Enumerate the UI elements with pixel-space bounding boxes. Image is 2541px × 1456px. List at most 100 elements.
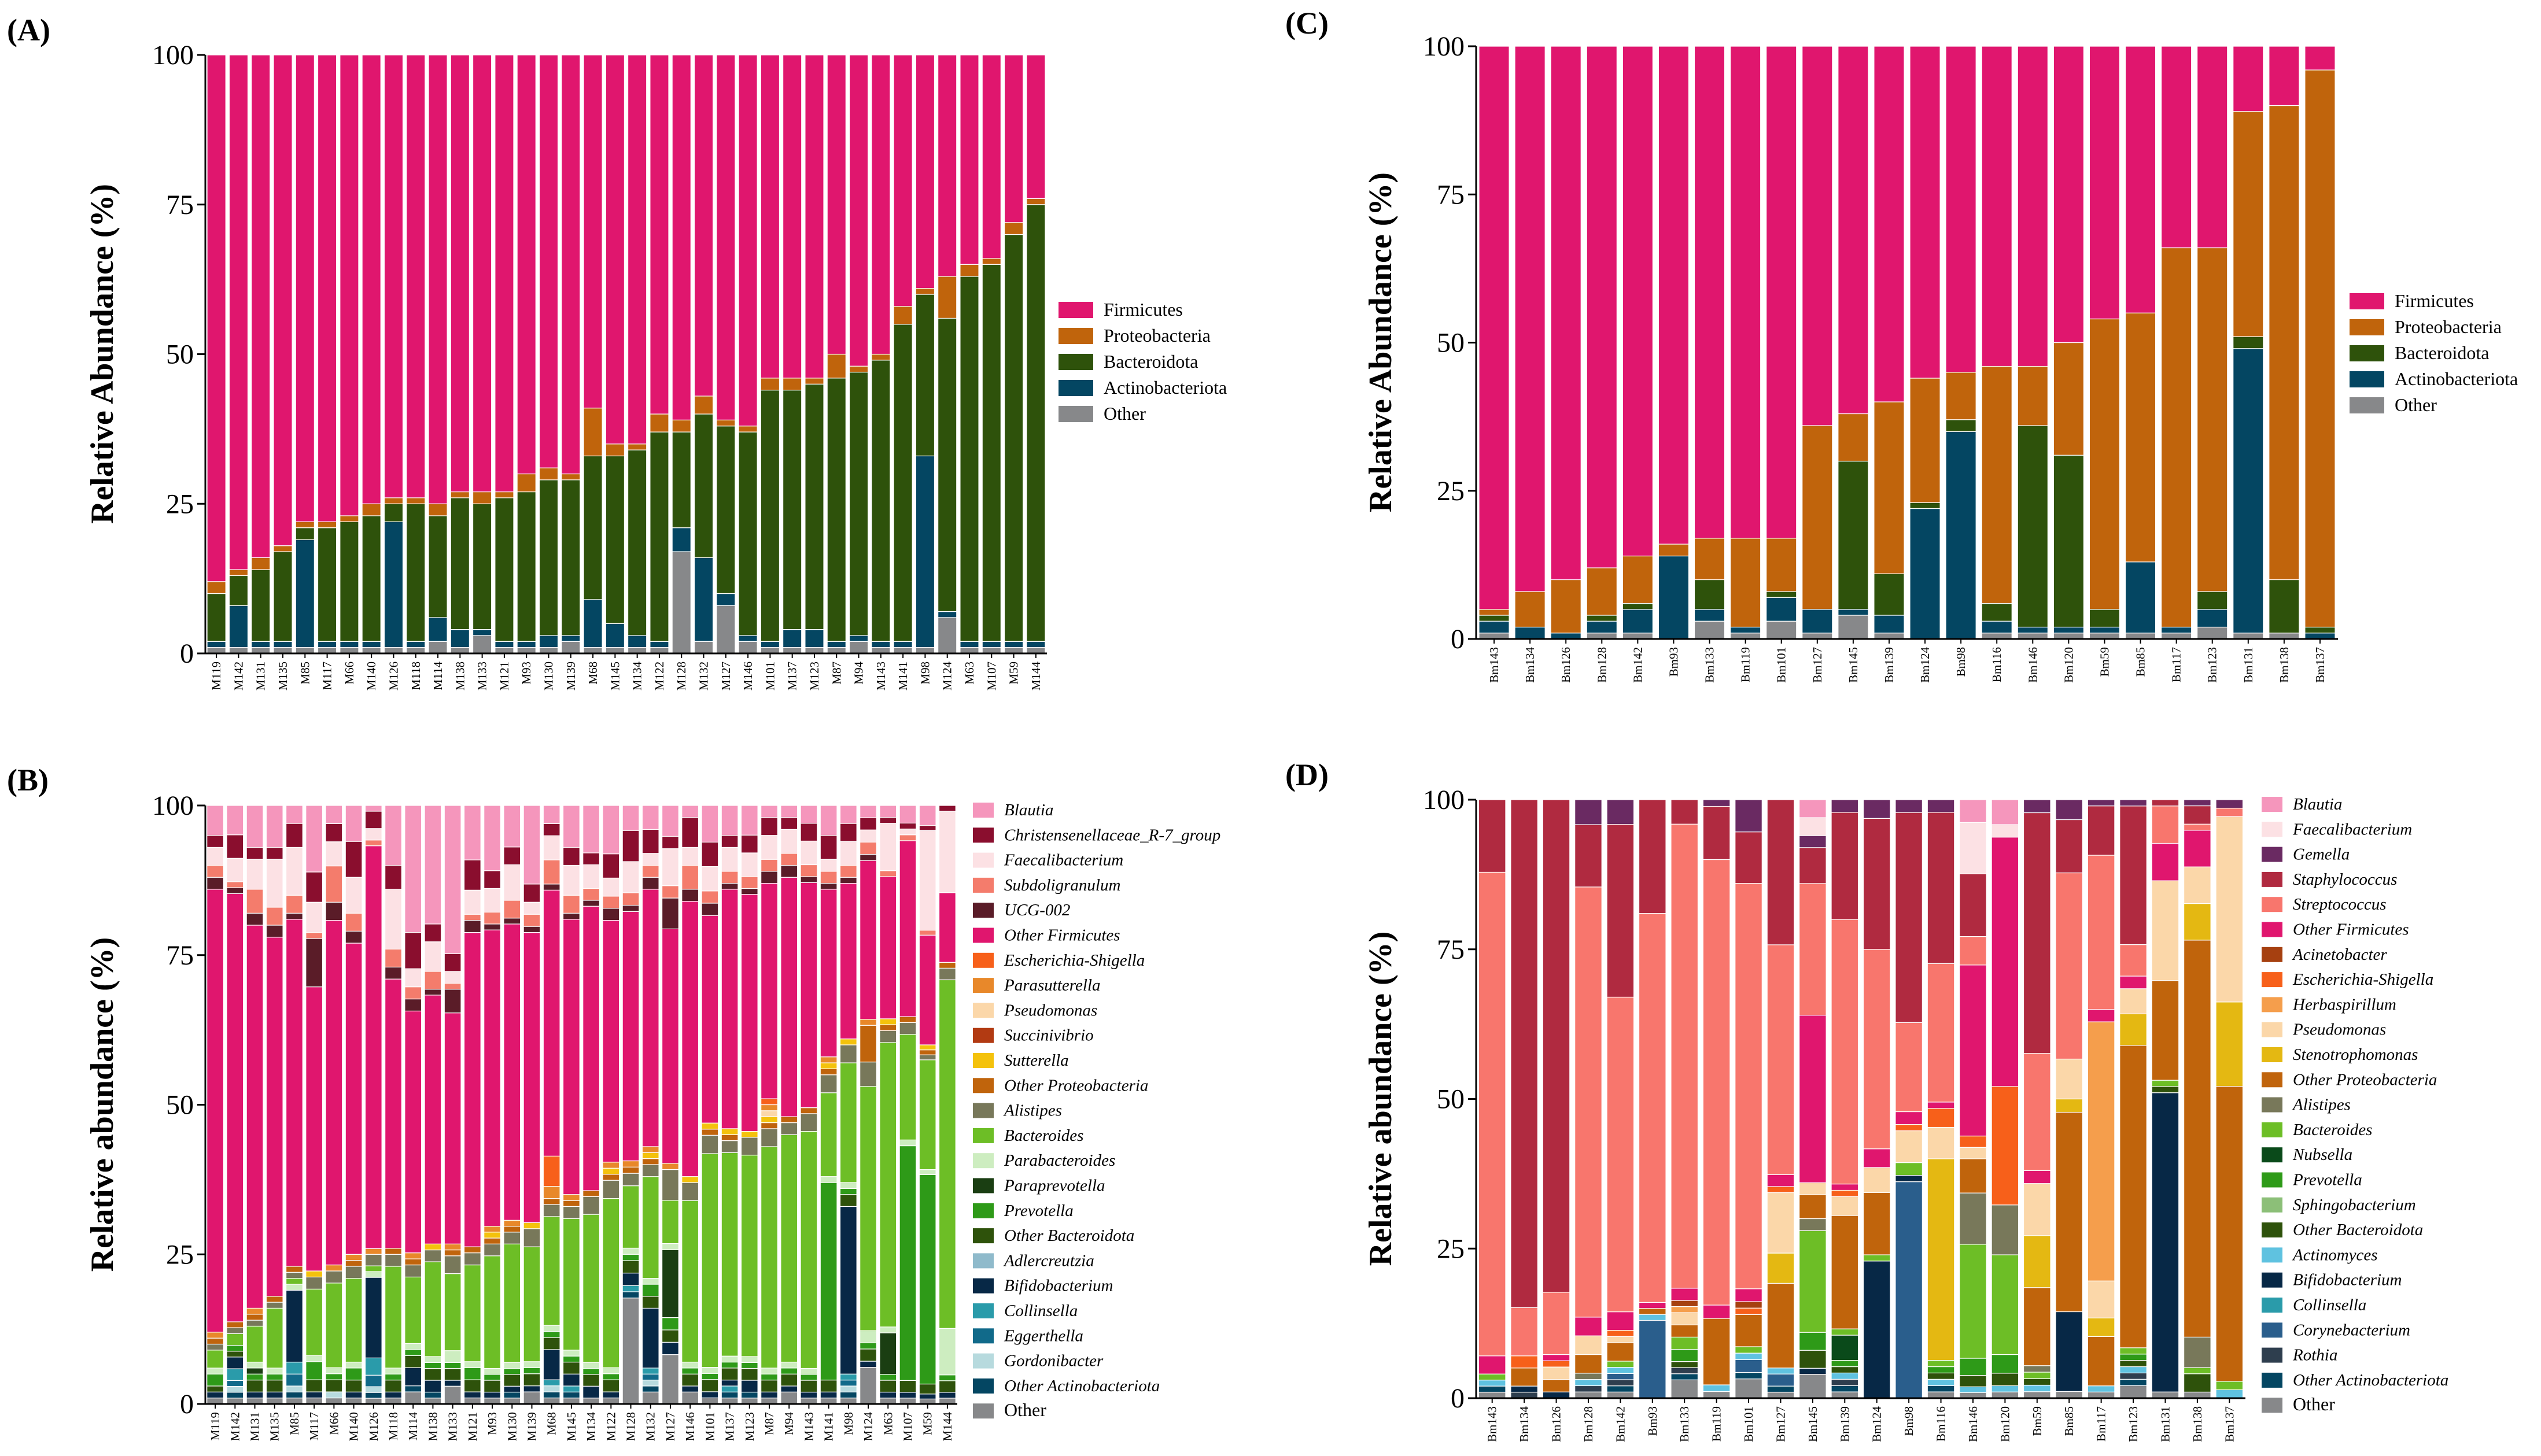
bar-segment	[364, 828, 382, 841]
bar-segment	[721, 1380, 739, 1387]
bar-segment	[919, 1044, 936, 1051]
bar-segment	[1574, 1335, 1602, 1355]
bar-segment	[503, 923, 521, 1221]
bar-segment	[2017, 633, 2048, 640]
bar-segment	[1766, 538, 1797, 592]
x-tick-label: M140	[347, 1412, 361, 1441]
bar-segment	[716, 426, 736, 594]
bar-segment	[523, 1391, 541, 1405]
x-tick-label: M135	[268, 1412, 282, 1441]
bar-segment	[246, 1373, 264, 1381]
x-tick-label: M131	[254, 662, 268, 690]
bar-segment	[325, 1283, 343, 1368]
x-tick-label: M126	[386, 662, 400, 690]
bar-segment	[305, 901, 323, 933]
legend-label: Alistipes	[2292, 1096, 2351, 1114]
bar-segment	[2055, 1311, 2083, 1392]
bar-segment	[681, 1368, 699, 1374]
bar-segment	[251, 557, 271, 570]
bar-segment	[761, 835, 778, 860]
x-tick-label: Bm133	[1703, 647, 1717, 683]
bar-segment	[701, 866, 719, 892]
legend-label: Other Bacteroidota	[1004, 1226, 1134, 1245]
bar-segment	[2215, 1086, 2244, 1382]
legend-label: Paraprevotella	[1004, 1177, 1105, 1195]
legend-label: UCG-002	[1004, 901, 1070, 919]
bar-segment	[345, 1266, 363, 1279]
x-tick-label: Bm131	[2158, 1406, 2172, 1442]
legend: Firmicutes Proteobacteria Bacteroidota Acti…	[2350, 290, 2518, 415]
bar-segment	[1729, 46, 1761, 539]
bar-segment	[1766, 1391, 1795, 1399]
bar-segment	[721, 882, 739, 890]
legend-swatch	[2262, 897, 2282, 912]
bar-segment	[800, 1391, 818, 1399]
legend-swatch	[2262, 1172, 2282, 1188]
legend-swatch	[973, 1028, 994, 1043]
legend-label: Other Proteobacteria	[2293, 1070, 2437, 1089]
bar-segment	[1799, 1194, 1827, 1220]
legend-swatch	[973, 852, 994, 868]
x-tick-label: Bm119	[1710, 1406, 1724, 1442]
x-tick-label: Bm93	[1646, 1406, 1659, 1436]
bar-segment	[305, 1379, 323, 1392]
bar-segment	[2053, 633, 2085, 640]
bar-segment	[246, 1368, 264, 1374]
bar-segment	[206, 1385, 224, 1392]
legend-swatch	[2262, 1372, 2282, 1388]
bar-segment	[345, 841, 363, 878]
bar-segment	[2184, 823, 2211, 831]
bar-segment	[1702, 1318, 1731, 1385]
bar-segment	[860, 829, 877, 842]
bar-segment	[285, 847, 303, 896]
bar-segment	[738, 54, 758, 427]
bar-segment	[444, 1380, 462, 1387]
bar-segment	[1959, 1147, 1987, 1159]
bar-segment	[915, 288, 935, 295]
legend-swatch	[973, 927, 994, 943]
bar-segment	[503, 1398, 521, 1405]
bar-segment	[602, 1379, 620, 1392]
bar-segment	[694, 641, 714, 654]
x-tick-label: M139	[525, 1412, 539, 1441]
legend-label: Staphylococcus	[2293, 870, 2397, 889]
bar-segment	[472, 635, 492, 654]
bar-segment	[827, 54, 846, 355]
bar-segment	[740, 1137, 758, 1156]
bar-segment	[1909, 378, 1941, 503]
bar-segment	[602, 853, 620, 879]
bar-segment	[1927, 1360, 1955, 1368]
bar-segment	[1670, 799, 1699, 825]
x-tick-label: Bm59	[2030, 1406, 2044, 1436]
legend-swatch	[2262, 1347, 2282, 1363]
x-tick-label: M145	[608, 662, 622, 690]
bar-segment	[721, 847, 739, 872]
bar-segment	[444, 989, 462, 1014]
bar-segment	[246, 1391, 264, 1399]
bar-segment	[285, 1391, 303, 1399]
bar-segment	[2215, 807, 2244, 817]
x-tick-label: M138	[426, 1412, 440, 1441]
bar-segment	[2023, 1391, 2051, 1399]
bar-segment	[340, 521, 359, 642]
bar-segment	[661, 848, 679, 886]
bar-segment	[345, 1361, 363, 1369]
bar-segment	[938, 805, 956, 812]
bar-segment	[543, 1216, 560, 1326]
bar-segment	[450, 647, 470, 654]
bar-segment	[602, 1180, 620, 1199]
bar-segment	[1606, 1330, 1635, 1337]
bar-segment	[1510, 1307, 1539, 1357]
bar-segment	[325, 1391, 343, 1399]
bar-segment	[383, 647, 404, 654]
bar-segment	[740, 834, 758, 853]
bar-segment	[1542, 1379, 1570, 1392]
bar-segment	[1638, 1314, 1666, 1321]
y-tick-label: 100	[1423, 785, 1465, 815]
bar-segment	[780, 1368, 798, 1374]
bar-segment	[206, 835, 224, 848]
bar-segment	[1838, 46, 1869, 415]
bar-segment	[265, 805, 283, 848]
bar-segment	[2184, 1336, 2211, 1368]
bar-segment	[694, 396, 714, 415]
